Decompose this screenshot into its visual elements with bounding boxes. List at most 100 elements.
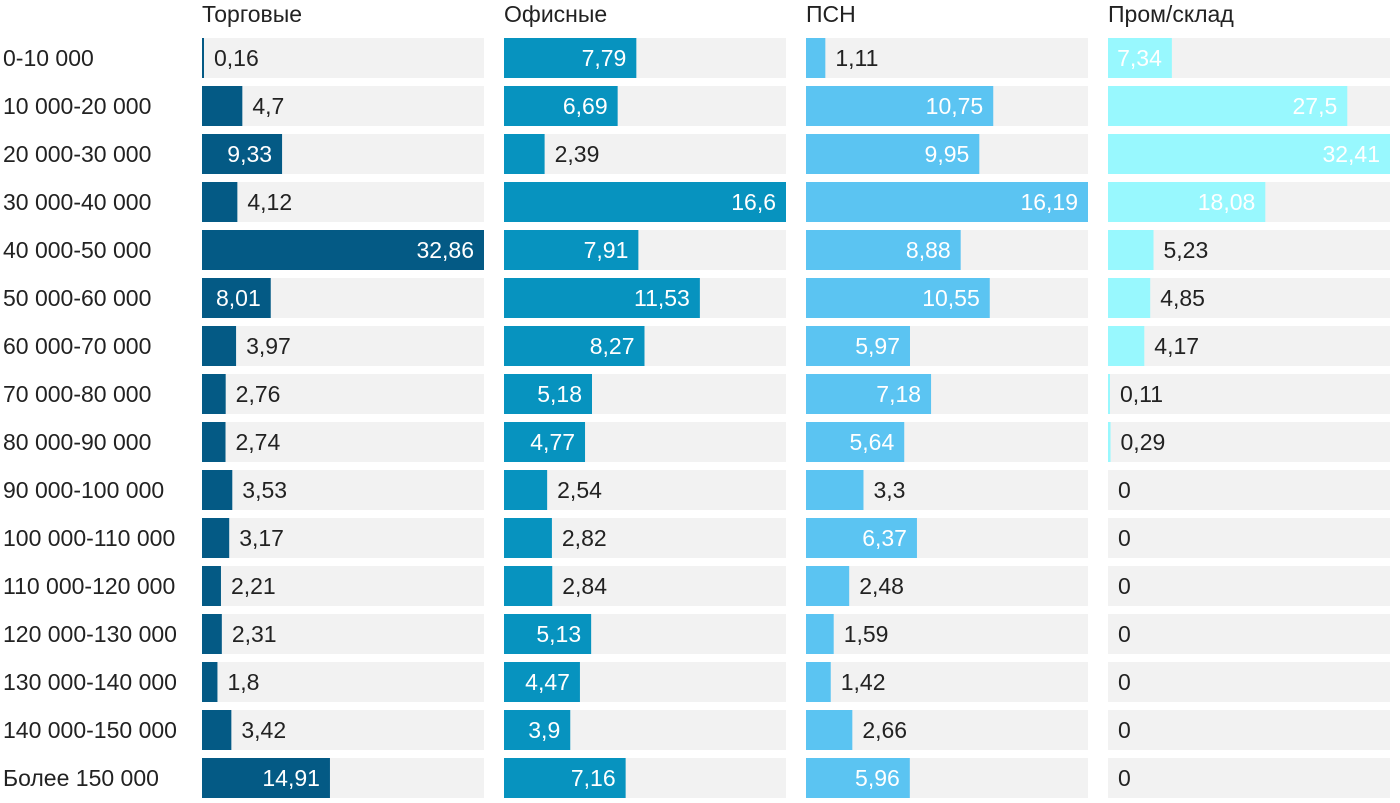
bar-track	[806, 566, 1088, 606]
data-label: 5,23	[1164, 237, 1209, 263]
panel-title: ПСН	[806, 1, 856, 27]
data-label: 10,55	[922, 285, 980, 311]
bar	[504, 134, 545, 174]
bar	[202, 422, 226, 462]
data-label: 2,84	[562, 573, 607, 599]
bar	[504, 710, 571, 750]
bar	[806, 134, 980, 174]
bar	[806, 326, 910, 366]
data-label: 5,13	[536, 621, 581, 647]
bar-track	[1108, 758, 1390, 798]
data-label: 16,19	[1020, 189, 1078, 215]
data-label: 11,53	[634, 285, 690, 311]
category-label: 30 000-40 000	[3, 189, 151, 215]
bar-track	[202, 614, 484, 654]
bar-track	[1108, 374, 1390, 414]
data-label: 5,97	[855, 333, 900, 359]
data-label: 2,66	[862, 717, 907, 743]
data-label: 4,17	[1154, 333, 1199, 359]
bar	[806, 374, 932, 414]
bar	[202, 326, 237, 366]
data-label: 0	[1118, 717, 1131, 743]
bar	[504, 758, 626, 798]
bar	[806, 422, 905, 462]
data-label: 4,85	[1160, 285, 1205, 311]
bar-track	[1108, 518, 1390, 558]
data-label: 2,48	[859, 573, 904, 599]
bar	[806, 758, 910, 798]
data-label: 3,97	[246, 333, 291, 359]
data-label: 8,88	[906, 237, 951, 263]
data-label: 7,79	[582, 45, 627, 71]
data-label: 18,08	[1198, 189, 1256, 215]
bar	[806, 38, 826, 78]
bar	[1108, 422, 1111, 462]
bar	[504, 326, 645, 366]
data-label: 4,12	[247, 189, 292, 215]
bar-track	[806, 614, 1088, 654]
data-label: 4,7	[252, 93, 284, 119]
bar-track	[1108, 470, 1390, 510]
bar-track	[202, 662, 484, 702]
bar-track	[1108, 710, 1390, 750]
bar-track	[202, 182, 484, 222]
bar	[806, 86, 994, 126]
data-label: 2,82	[562, 525, 607, 551]
data-label: 0	[1118, 669, 1131, 695]
data-label: 0	[1118, 477, 1131, 503]
data-label: 7,91	[584, 237, 629, 263]
bar	[202, 230, 484, 270]
bar	[504, 38, 637, 78]
bar-track	[806, 662, 1088, 702]
data-label: 3,3	[873, 477, 905, 503]
bar	[806, 662, 831, 702]
bar-track	[1108, 566, 1390, 606]
data-label: 10,75	[926, 93, 984, 119]
bar	[504, 614, 592, 654]
data-label: 0	[1118, 525, 1131, 551]
bar	[1108, 278, 1151, 318]
bar	[202, 710, 232, 750]
data-label: 8,27	[590, 333, 635, 359]
category-label: 130 000-140 000	[3, 669, 177, 695]
data-label: 2,31	[232, 621, 277, 647]
data-label: 2,76	[236, 381, 281, 407]
bar	[1108, 86, 1348, 126]
bar-track	[202, 710, 484, 750]
bar-track	[1108, 614, 1390, 654]
data-label: 1,42	[841, 669, 886, 695]
data-label: 16,6	[731, 189, 776, 215]
bar	[202, 614, 222, 654]
category-label: 40 000-50 000	[3, 237, 151, 263]
bar-track	[806, 710, 1088, 750]
bar	[504, 86, 618, 126]
bar	[504, 470, 548, 510]
bar-track	[202, 470, 484, 510]
bar	[202, 566, 221, 606]
bar-track	[202, 518, 484, 558]
bar-track	[1108, 326, 1390, 366]
category-label: 100 000-110 000	[3, 525, 175, 551]
bar	[504, 182, 786, 222]
data-label: 1,11	[835, 45, 878, 71]
category-label: 140 000-150 000	[3, 717, 177, 743]
category-label: 90 000-100 000	[3, 477, 164, 503]
bar	[202, 182, 238, 222]
bar	[806, 614, 834, 654]
bar	[1108, 38, 1172, 78]
data-label: 32,86	[416, 237, 474, 263]
data-label: 3,53	[242, 477, 287, 503]
category-label: 50 000-60 000	[3, 285, 151, 311]
data-label: 0	[1118, 765, 1131, 791]
data-label: 1,8	[227, 669, 259, 695]
bar-track	[1108, 422, 1390, 462]
category-label: 0-10 000	[3, 45, 94, 71]
bar-track	[202, 566, 484, 606]
category-label: 70 000-80 000	[3, 381, 151, 407]
data-label: 6,37	[862, 525, 907, 551]
panel-title: Офисные	[504, 1, 607, 27]
bar	[202, 278, 271, 318]
data-label: 7,16	[571, 765, 616, 791]
